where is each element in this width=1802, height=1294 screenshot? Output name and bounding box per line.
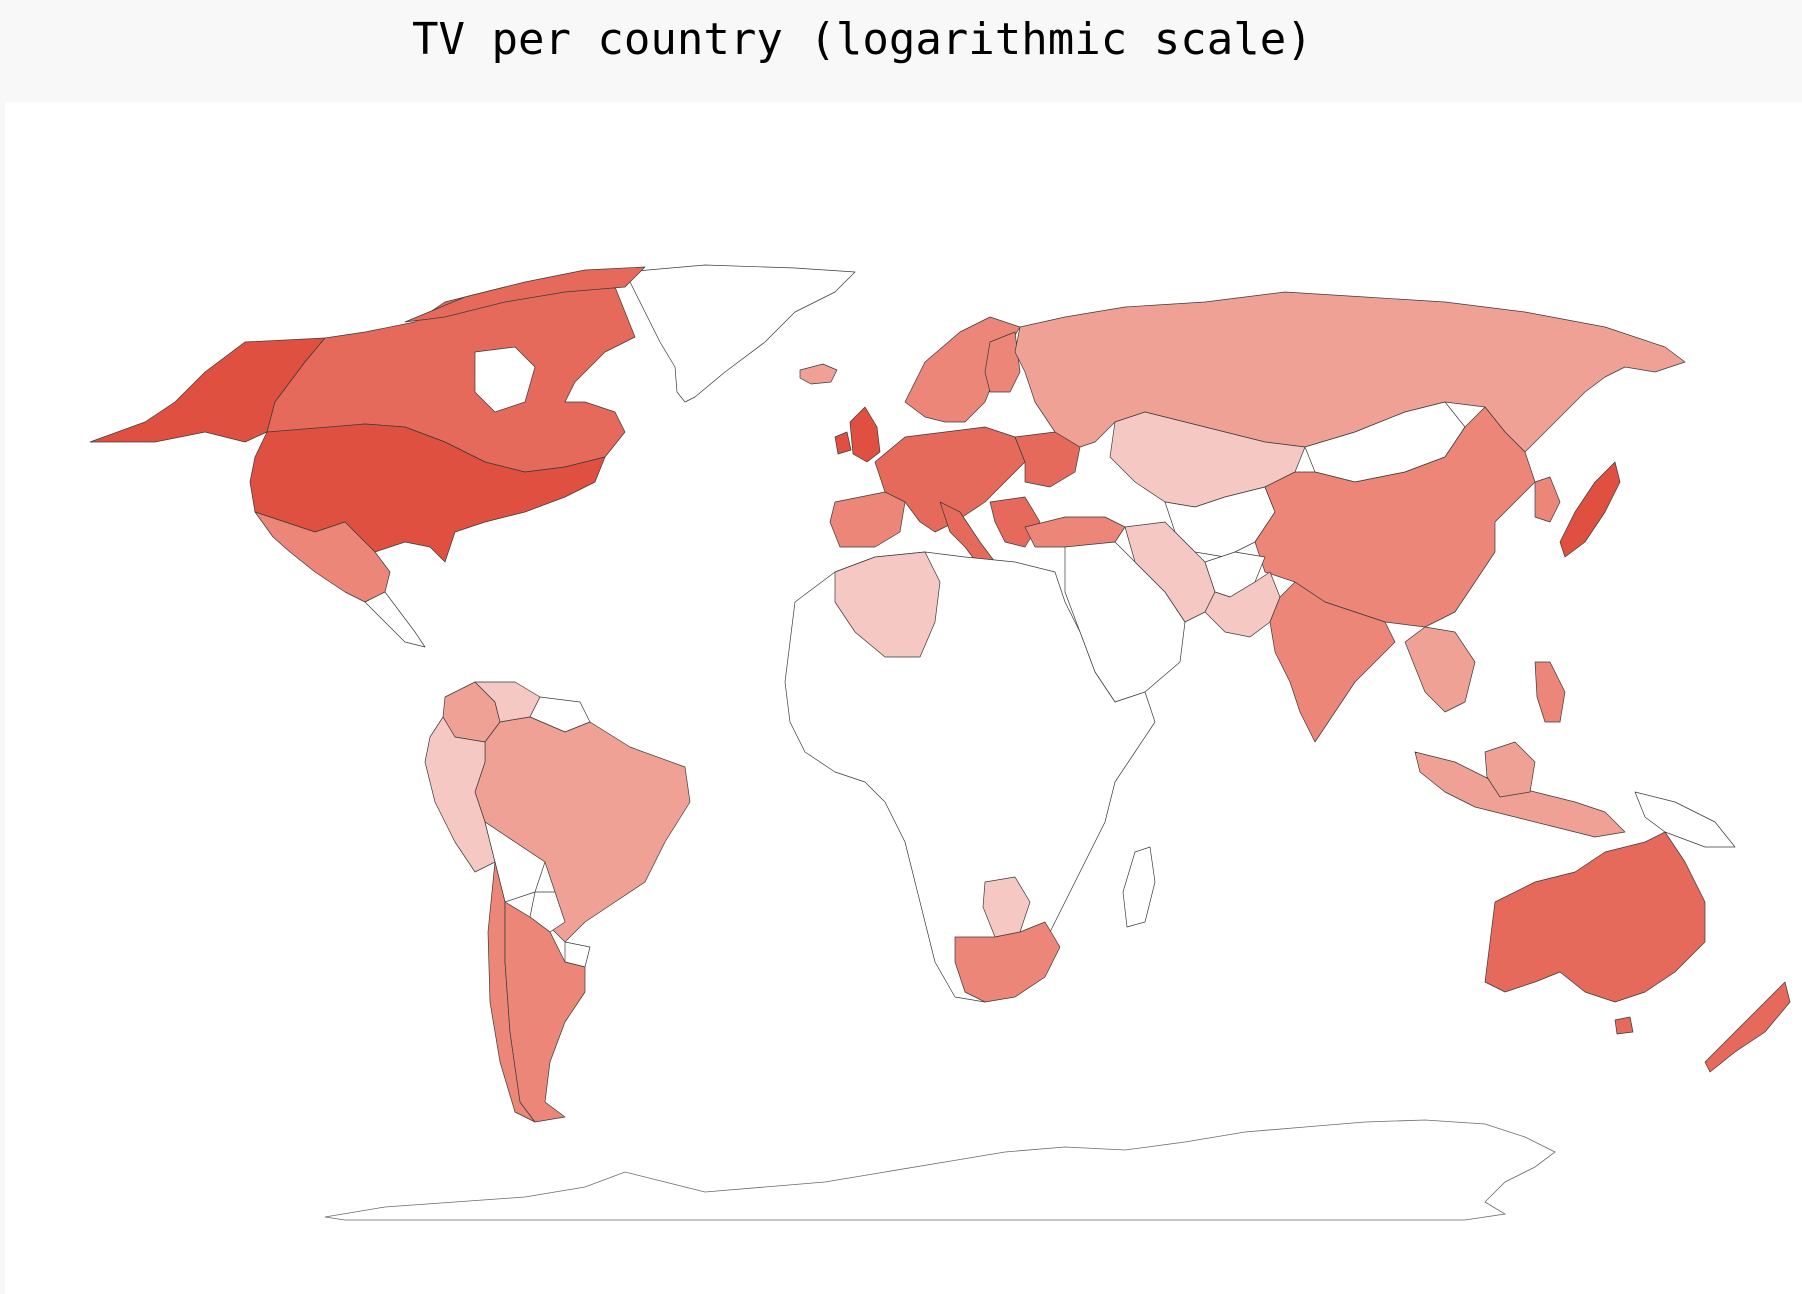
country-greenland[interactable] xyxy=(624,264,856,403)
country-australia[interactable] xyxy=(1484,831,1706,1003)
country-africa[interactable] xyxy=(784,551,1156,1003)
country-philippines[interactable] xyxy=(1534,661,1566,723)
country-central-america[interactable] xyxy=(364,591,426,648)
country-spain[interactable] xyxy=(829,491,906,548)
world-map xyxy=(89,264,1791,1221)
country-canada-arctic-islands[interactable] xyxy=(404,266,646,323)
country-new-zealand[interactable] xyxy=(1704,981,1791,1073)
country-thailand[interactable] xyxy=(1404,626,1476,713)
country-finland[interactable] xyxy=(984,331,1021,393)
country-tasmania[interactable] xyxy=(1614,1016,1634,1035)
title-bar: TV per country (logarithmic scale) xyxy=(0,0,1802,102)
country-madagascar[interactable] xyxy=(1122,846,1156,928)
country-turkey[interactable] xyxy=(1024,516,1126,548)
country-balkans[interactable] xyxy=(989,496,1041,548)
country-borneo[interactable] xyxy=(1484,741,1536,798)
country-paraguay[interactable] xyxy=(529,891,566,933)
map-title: TV per country (logarithmic scale) xyxy=(412,14,1313,65)
country-algeria[interactable] xyxy=(834,551,941,658)
country-papua[interactable] xyxy=(1634,791,1736,848)
country-japan[interactable] xyxy=(1559,461,1621,558)
country-india[interactable] xyxy=(1269,581,1396,743)
country-ireland[interactable] xyxy=(834,431,852,455)
country-iceland[interactable] xyxy=(799,363,838,385)
country-western-europe[interactable] xyxy=(874,426,1026,533)
country-south-africa[interactable] xyxy=(954,921,1061,1003)
country-korea[interactable] xyxy=(1534,476,1561,523)
antarctica[interactable] xyxy=(324,1119,1556,1221)
country-uk[interactable] xyxy=(849,406,881,463)
country-argentina[interactable] xyxy=(504,901,586,1123)
map-panel xyxy=(5,102,1802,1294)
